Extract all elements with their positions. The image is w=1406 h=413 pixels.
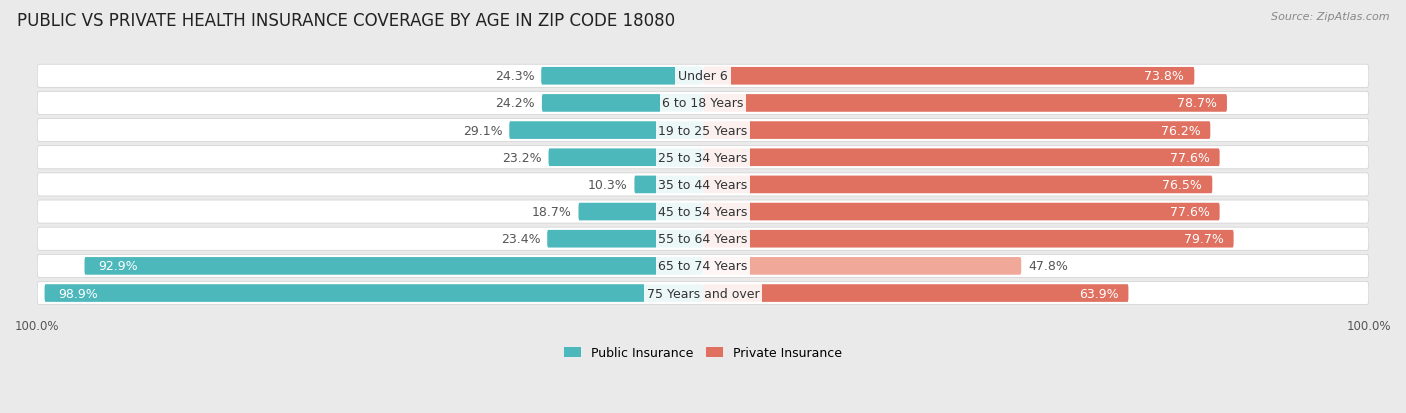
Text: 18.7%: 18.7%: [531, 206, 572, 218]
Text: PUBLIC VS PRIVATE HEALTH INSURANCE COVERAGE BY AGE IN ZIP CODE 18080: PUBLIC VS PRIVATE HEALTH INSURANCE COVER…: [17, 12, 675, 30]
Text: 76.2%: 76.2%: [1160, 124, 1201, 137]
Text: 65 to 74 Years: 65 to 74 Years: [658, 260, 748, 273]
Text: 98.9%: 98.9%: [58, 287, 97, 300]
FancyBboxPatch shape: [548, 149, 703, 167]
Text: 55 to 64 Years: 55 to 64 Years: [658, 233, 748, 246]
FancyBboxPatch shape: [634, 176, 703, 194]
FancyBboxPatch shape: [37, 255, 1369, 278]
Text: 47.8%: 47.8%: [1028, 260, 1067, 273]
Text: 35 to 44 Years: 35 to 44 Years: [658, 178, 748, 192]
Text: 63.9%: 63.9%: [1078, 287, 1118, 300]
Text: 23.4%: 23.4%: [501, 233, 540, 246]
Text: 23.2%: 23.2%: [502, 152, 541, 164]
FancyBboxPatch shape: [37, 282, 1369, 305]
Text: 79.7%: 79.7%: [1184, 233, 1223, 246]
FancyBboxPatch shape: [547, 230, 703, 248]
FancyBboxPatch shape: [37, 146, 1369, 169]
FancyBboxPatch shape: [37, 228, 1369, 251]
FancyBboxPatch shape: [703, 230, 1233, 248]
FancyBboxPatch shape: [703, 257, 1021, 275]
Text: 29.1%: 29.1%: [463, 124, 502, 137]
FancyBboxPatch shape: [703, 122, 1211, 140]
Text: 77.6%: 77.6%: [1170, 152, 1209, 164]
FancyBboxPatch shape: [541, 68, 703, 85]
FancyBboxPatch shape: [37, 65, 1369, 88]
Text: 77.6%: 77.6%: [1170, 206, 1209, 218]
Text: 25 to 34 Years: 25 to 34 Years: [658, 152, 748, 164]
FancyBboxPatch shape: [84, 257, 703, 275]
Text: 24.2%: 24.2%: [495, 97, 536, 110]
Text: 45 to 54 Years: 45 to 54 Years: [658, 206, 748, 218]
Text: 6 to 18 Years: 6 to 18 Years: [662, 97, 744, 110]
Text: 75 Years and over: 75 Years and over: [647, 287, 759, 300]
FancyBboxPatch shape: [703, 176, 1212, 194]
FancyBboxPatch shape: [703, 95, 1227, 112]
Text: 78.7%: 78.7%: [1177, 97, 1218, 110]
Text: Under 6: Under 6: [678, 70, 728, 83]
FancyBboxPatch shape: [37, 201, 1369, 223]
Text: 76.5%: 76.5%: [1163, 178, 1202, 192]
Text: 24.3%: 24.3%: [495, 70, 534, 83]
Text: Source: ZipAtlas.com: Source: ZipAtlas.com: [1271, 12, 1389, 22]
Text: 10.3%: 10.3%: [588, 178, 627, 192]
Text: 92.9%: 92.9%: [98, 260, 138, 273]
FancyBboxPatch shape: [703, 149, 1219, 167]
FancyBboxPatch shape: [703, 203, 1219, 221]
FancyBboxPatch shape: [45, 285, 703, 302]
Text: 73.8%: 73.8%: [1144, 70, 1184, 83]
FancyBboxPatch shape: [37, 173, 1369, 197]
Text: 19 to 25 Years: 19 to 25 Years: [658, 124, 748, 137]
Legend: Public Insurance, Private Insurance: Public Insurance, Private Insurance: [558, 341, 848, 364]
FancyBboxPatch shape: [703, 68, 1194, 85]
FancyBboxPatch shape: [578, 203, 703, 221]
FancyBboxPatch shape: [541, 95, 703, 112]
FancyBboxPatch shape: [37, 92, 1369, 115]
FancyBboxPatch shape: [509, 122, 703, 140]
FancyBboxPatch shape: [703, 285, 1129, 302]
FancyBboxPatch shape: [37, 119, 1369, 142]
